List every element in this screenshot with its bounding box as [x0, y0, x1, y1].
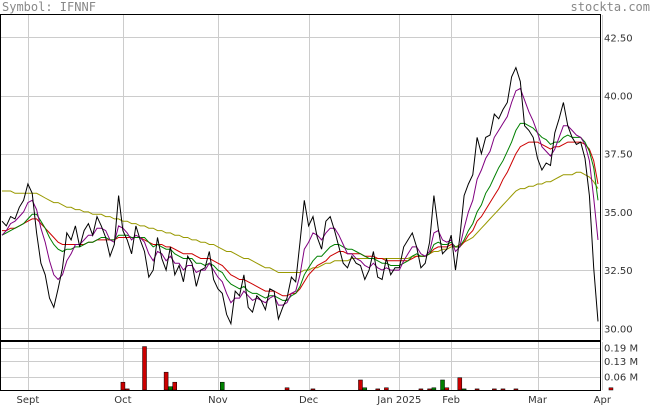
- y-tick-label: 35.00: [604, 208, 633, 219]
- volume-pane: [0, 341, 601, 391]
- x-tick-label: Mar: [528, 395, 548, 406]
- x-tick-label: Sept: [17, 395, 40, 406]
- chart-grid: [1, 15, 603, 390]
- volume-bar: [220, 381, 225, 391]
- volume-bar: [418, 388, 424, 391]
- volume-tick-label: 0.13 M: [604, 357, 638, 368]
- y-tick-label: 42.50: [604, 33, 633, 44]
- volume-axis-labels: 0.06 M 0.13 M 0.19 M: [604, 344, 638, 384]
- volume-bar: [431, 387, 437, 391]
- site-label: stockta.com: [570, 0, 650, 14]
- y-tick-label: 30.00: [604, 324, 633, 335]
- volume-bar: [461, 388, 467, 391]
- volume-bar: [120, 381, 126, 391]
- y-tick-label: 32.50: [604, 266, 633, 277]
- volume-bar: [142, 346, 147, 391]
- volume-bars: [120, 346, 614, 391]
- series-line: [1, 122, 599, 301]
- volume-bar: [444, 387, 450, 391]
- volume-bar: [427, 388, 432, 391]
- y-tick-label: 40.00: [604, 92, 633, 103]
- volume-bar: [513, 388, 519, 391]
- x-tick-label: Dec: [299, 395, 318, 406]
- volume-bar: [362, 387, 368, 391]
- volume-bar: [172, 381, 178, 391]
- x-tick-label: Oct: [114, 395, 131, 406]
- x-tick-label: Feb: [442, 395, 460, 406]
- volume-bar: [375, 388, 380, 391]
- y-tick-label: 37.50: [604, 150, 633, 161]
- x-tick-label: Jan 2025: [376, 395, 421, 406]
- volume-bar: [124, 388, 130, 391]
- volume-bar: [284, 387, 290, 391]
- volume-bar: [492, 388, 497, 391]
- chart-panes: [0, 14, 601, 391]
- price-line: [1, 66, 599, 326]
- price-pane: [0, 14, 601, 341]
- volume-bar: [384, 387, 389, 391]
- volume-bar: [358, 379, 363, 391]
- volume-bar: [608, 387, 614, 391]
- volume-bar: [457, 377, 463, 391]
- series-line: [2, 141, 599, 297]
- series-line: [1, 87, 599, 306]
- symbol-label: Symbol: IFNNF: [2, 0, 96, 14]
- volume-bar: [440, 379, 445, 391]
- volume-tick-label: 0.06 M: [604, 373, 638, 384]
- volume-bar: [310, 388, 316, 391]
- volume-bar: [168, 386, 173, 391]
- x-tick-label: Nov: [208, 395, 228, 406]
- price-lines: [1, 66, 599, 326]
- x-tick-label: Apr: [594, 395, 612, 406]
- volume-bar: [474, 388, 480, 391]
- volume-bar: [500, 388, 506, 391]
- y-axis-labels: 30.00 32.50 35.00 37.50 40.00 42.50: [604, 33, 633, 335]
- volume-tick-label: 0.19 M: [604, 344, 638, 355]
- x-axis-labels: Sept Oct Nov Dec Jan 2025 Feb Mar Apr: [17, 395, 612, 406]
- volume-bar: [163, 371, 169, 391]
